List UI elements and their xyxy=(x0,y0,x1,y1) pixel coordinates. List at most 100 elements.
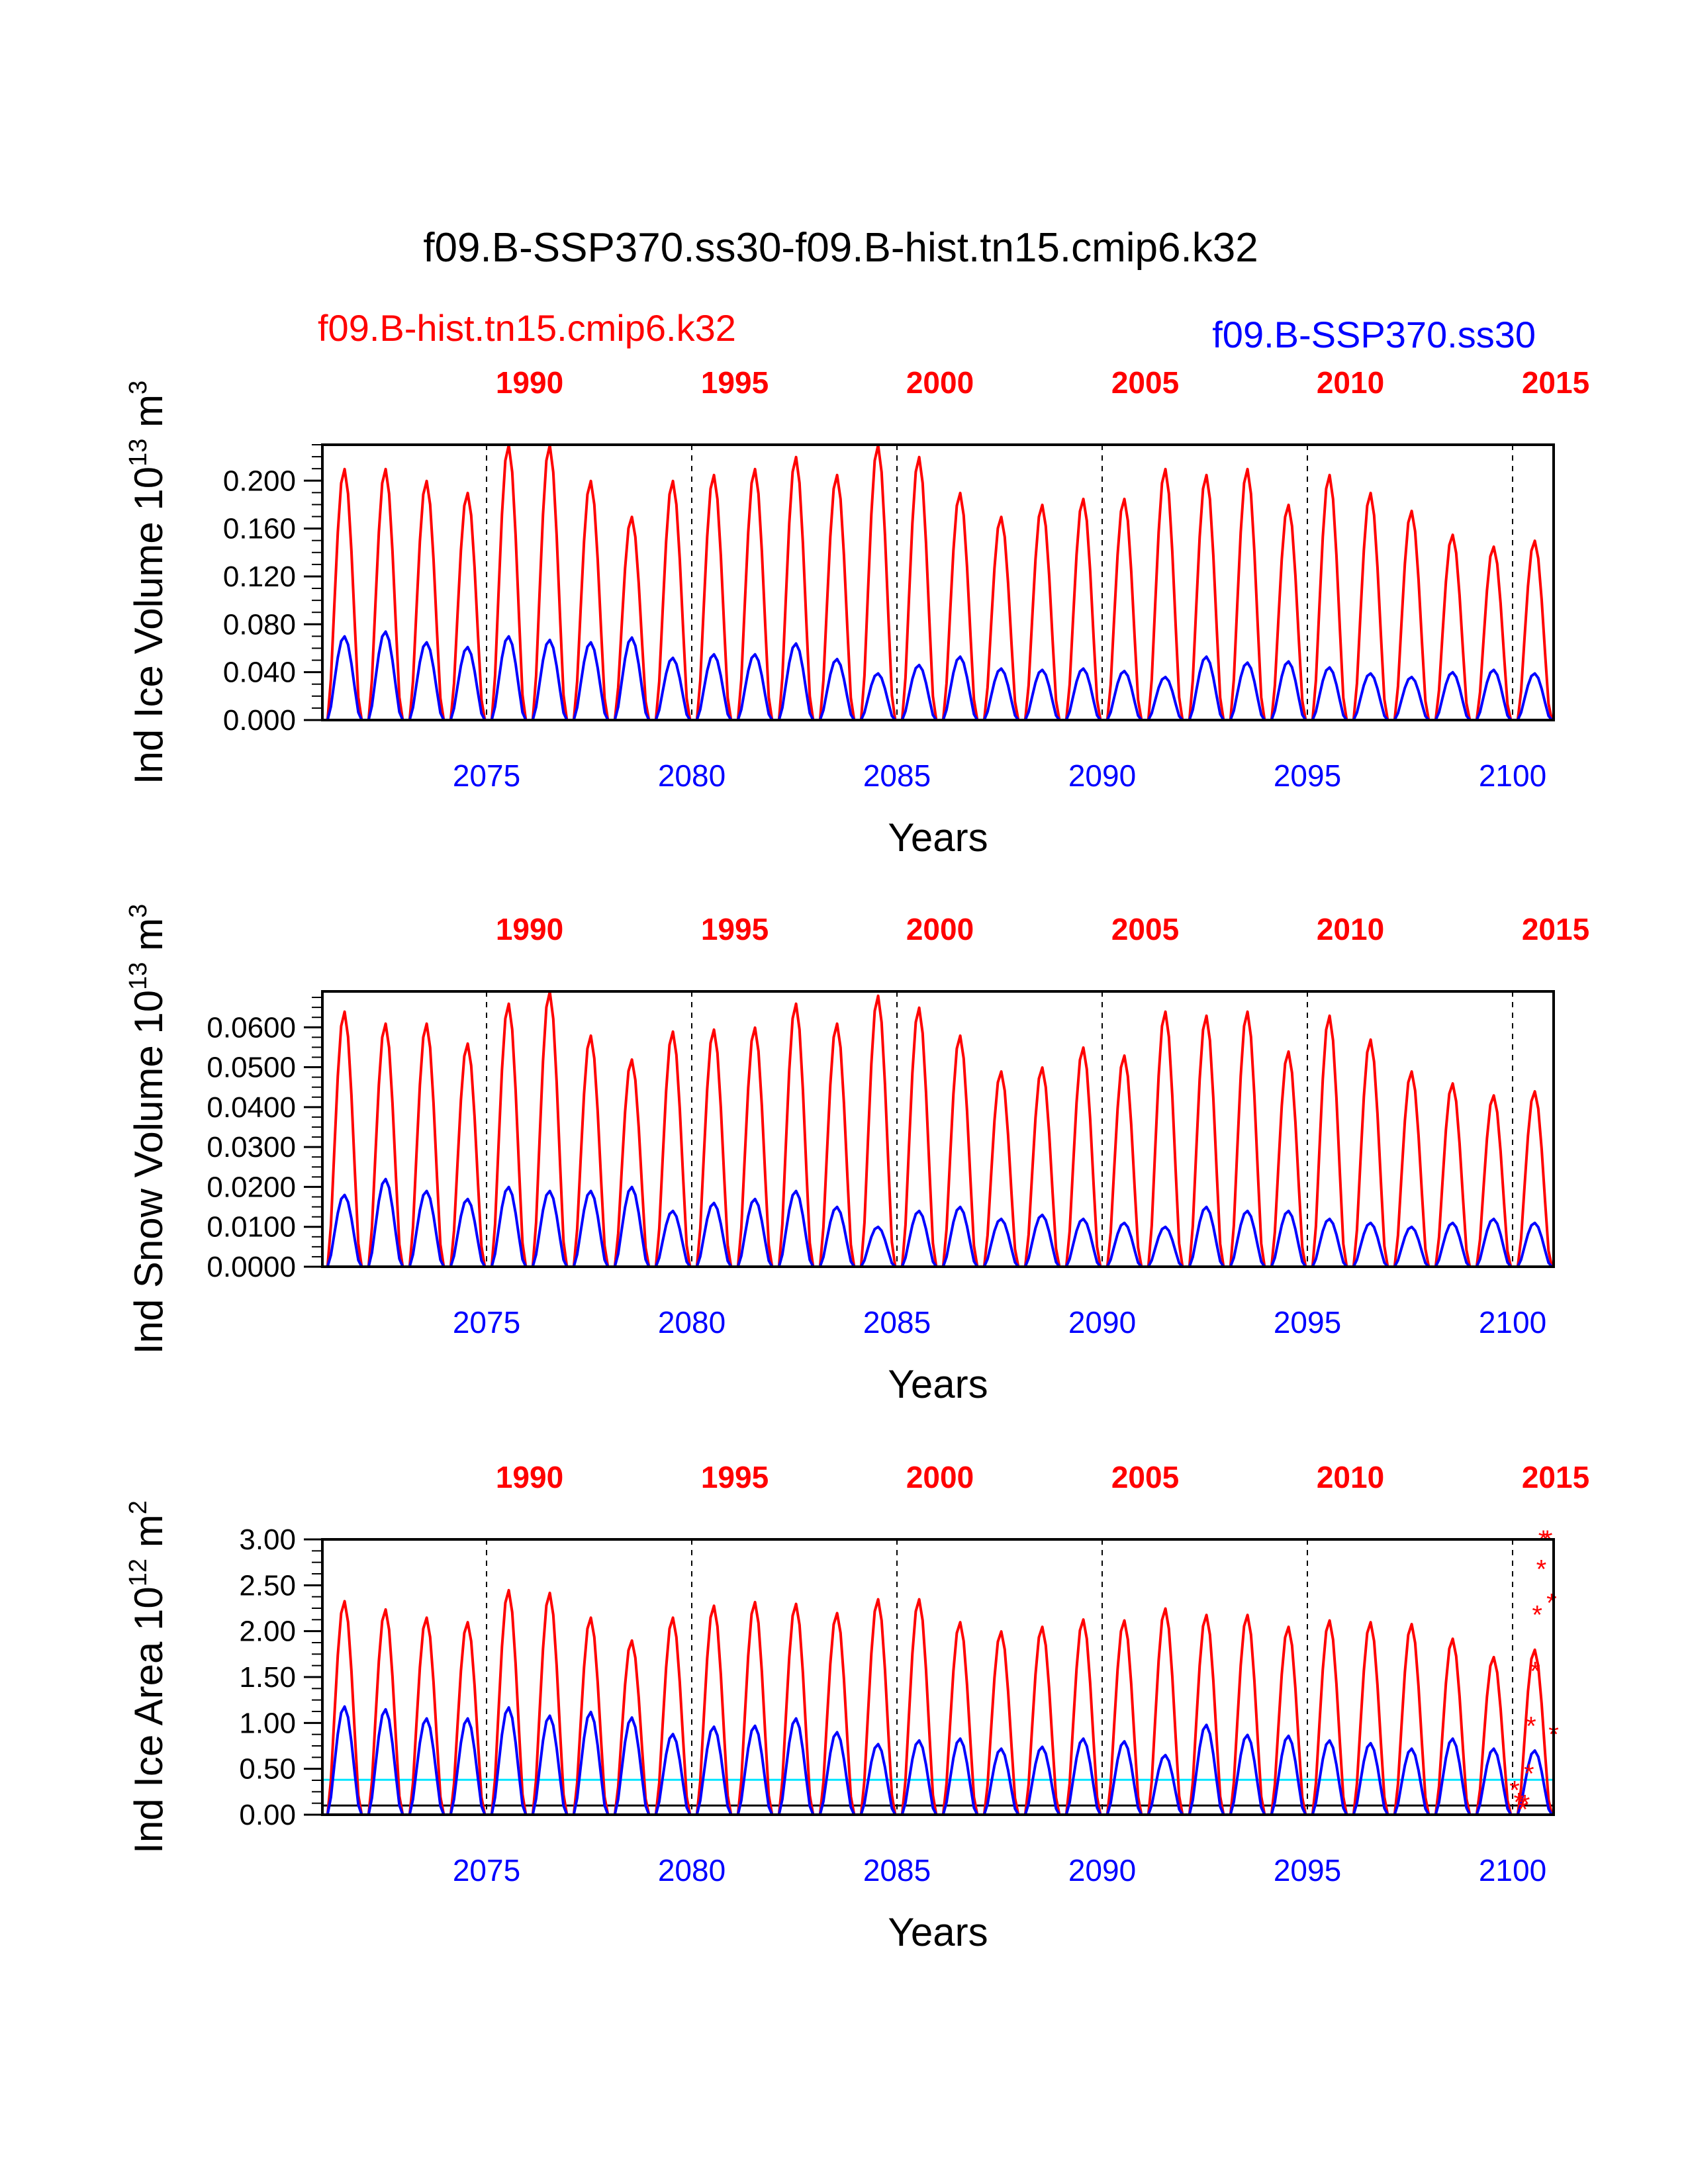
x-tick-label-bottom: 2090 xyxy=(1068,1853,1136,1888)
x-tick-label-top: 2000 xyxy=(906,365,974,400)
x-axis-title: Years xyxy=(888,1910,988,1954)
chart-panel-3: *************0.000.501.001.502.002.503.0… xyxy=(124,1460,1589,1954)
chart-panel-1: 0.000 0.040 0.080 0.120 0.160 0.200 2075 2080 20… xyxy=(124,365,1589,860)
plot-frame xyxy=(321,1538,1555,1816)
y-tick-label: 0.0000 xyxy=(207,1251,296,1283)
figure-title: f09.B-SSP370.ss30-f09.B-hist.tn15.cmip6.… xyxy=(423,225,1258,271)
x-axis-title: Years xyxy=(888,815,988,860)
x-tick-label-top: 1990 xyxy=(496,365,563,400)
x-tick-label-top: 2000 xyxy=(906,912,974,946)
x-tick-label-bottom: 2080 xyxy=(658,1853,726,1888)
y-axis-title-part: 13 xyxy=(124,439,152,467)
y-axis-title: Ind Ice Volume 1013 m3 xyxy=(124,381,171,784)
y-tick-label: 1.00 xyxy=(239,1707,296,1739)
x-tick-label-bottom: 2095 xyxy=(1274,1305,1341,1340)
x-tick-label-top: 2010 xyxy=(1317,912,1384,946)
y-tick-label: 0.080 xyxy=(223,608,296,641)
x-tick-label-bottom: 2080 xyxy=(658,758,726,793)
x-tick-label-top: 2000 xyxy=(906,1460,974,1494)
x-tick-label-bottom: 2100 xyxy=(1479,1305,1546,1340)
y-axis-title-part: 3 xyxy=(124,904,152,918)
data-marker: * xyxy=(1546,1589,1557,1618)
x-tick-label-bottom: 2090 xyxy=(1068,758,1136,793)
x-tick-label-bottom: 2075 xyxy=(453,758,520,793)
data-marker: * xyxy=(1509,1776,1520,1805)
plot-frame xyxy=(321,443,1555,721)
y-tick-label: 2.00 xyxy=(239,1615,296,1648)
x-tick-label-bottom: 2095 xyxy=(1274,1853,1341,1888)
plot-frame xyxy=(321,990,1555,1268)
x-tick-label-bottom: 2085 xyxy=(863,1305,931,1340)
x-tick-label-top: 2005 xyxy=(1111,912,1179,946)
y-axis-title: Ind Snow Volume 1013 m3 xyxy=(124,904,171,1354)
y-tick-label: 0.200 xyxy=(223,465,296,497)
data-marker: * xyxy=(1532,1601,1542,1630)
data-marker: * xyxy=(1526,1711,1536,1741)
data-marker: * xyxy=(1514,1788,1524,1817)
y-tick-label: 3.00 xyxy=(239,1524,296,1556)
y-axis-title-part: Ind Ice Area 10 xyxy=(126,1586,171,1854)
y-tick-label: 0.120 xyxy=(223,561,296,593)
x-axis-title: Years xyxy=(888,1362,988,1406)
x-tick-label-top: 1995 xyxy=(701,912,769,946)
y-tick-label: 0.0600 xyxy=(207,1011,296,1044)
y-axis-title-part: Ind Snow Volume 10 xyxy=(126,990,171,1354)
y-axis-title-part: m xyxy=(126,918,171,962)
series-line-ssp xyxy=(324,1705,1554,1815)
y-axis-title-part: Ind Ice Volume 10 xyxy=(126,467,171,784)
data-marker: * xyxy=(1536,1555,1547,1584)
y-tick-label: 0.160 xyxy=(223,513,296,545)
y-tick-label: 2.50 xyxy=(239,1569,296,1602)
x-tick-label-top: 1990 xyxy=(496,912,563,946)
data-marker: * xyxy=(1520,1790,1530,1819)
x-tick-label-bottom: 2080 xyxy=(658,1305,726,1340)
y-tick-label: 0.50 xyxy=(239,1753,296,1786)
y-axis-title: Ind Ice Area 1012 m2 xyxy=(124,1500,171,1854)
x-tick-label-top: 2015 xyxy=(1522,1460,1589,1494)
x-tick-label-top: 2005 xyxy=(1111,365,1179,400)
series-line-hist xyxy=(324,445,1554,720)
y-tick-label: 0.00 xyxy=(239,1799,296,1831)
x-tick-label-bottom: 2085 xyxy=(863,1853,931,1888)
data-marker: * xyxy=(1518,1796,1528,1825)
x-tick-label-bottom: 2100 xyxy=(1479,1853,1546,1888)
y-axis-title-part: 12 xyxy=(124,1559,152,1586)
data-marker: * xyxy=(1524,1760,1534,1789)
y-axis-title-part: 13 xyxy=(124,962,152,990)
series-line-ssp xyxy=(324,1177,1553,1267)
x-tick-label-bottom: 2075 xyxy=(453,1305,520,1340)
y-axis-title-part: 2 xyxy=(124,1500,152,1514)
x-tick-label-bottom: 2075 xyxy=(453,1853,520,1888)
y-tick-label: 0.0300 xyxy=(207,1131,296,1163)
x-tick-label-top: 1990 xyxy=(496,1460,563,1494)
y-axis-title-part: m xyxy=(126,1514,171,1559)
y-tick-label: 0.0500 xyxy=(207,1052,296,1084)
data-marker: * xyxy=(1530,1657,1540,1686)
y-axis-title-part: m xyxy=(126,394,171,439)
y-tick-label: 0.0100 xyxy=(207,1211,296,1244)
x-tick-label-top: 2010 xyxy=(1317,1460,1384,1494)
x-tick-label-top: 2005 xyxy=(1111,1460,1179,1494)
legend-ssp-label: f09.B-SSP370.ss30 xyxy=(1212,314,1536,355)
y-tick-label: 0.000 xyxy=(223,704,296,737)
x-tick-label-bottom: 2095 xyxy=(1274,758,1341,793)
x-tick-label-bottom: 2090 xyxy=(1068,1305,1136,1340)
y-tick-label: 1.50 xyxy=(239,1661,296,1694)
x-tick-label-top: 2015 xyxy=(1522,365,1589,400)
chart-panel-2: 0.0000 0.0100 0.0200 0.0300 0.0400 0.0500 0.06… xyxy=(124,904,1589,1406)
y-tick-label: 0.040 xyxy=(223,657,296,689)
x-tick-label-top: 2010 xyxy=(1317,365,1384,400)
x-tick-label-bottom: 2100 xyxy=(1479,758,1546,793)
x-tick-label-top: 2015 xyxy=(1522,912,1589,946)
series-line-hist xyxy=(324,1588,1554,1815)
x-tick-label-top: 1995 xyxy=(701,1460,769,1494)
x-tick-label-top: 1995 xyxy=(701,365,769,400)
y-tick-label: 0.0200 xyxy=(207,1171,296,1203)
y-tick-label: 0.0400 xyxy=(207,1091,296,1124)
legend-hist-label: f09.B-hist.tn15.cmip6.k32 xyxy=(318,307,736,349)
series-line-ssp xyxy=(324,630,1553,720)
y-axis-title-part: 3 xyxy=(124,381,152,394)
x-tick-label-bottom: 2085 xyxy=(863,758,931,793)
